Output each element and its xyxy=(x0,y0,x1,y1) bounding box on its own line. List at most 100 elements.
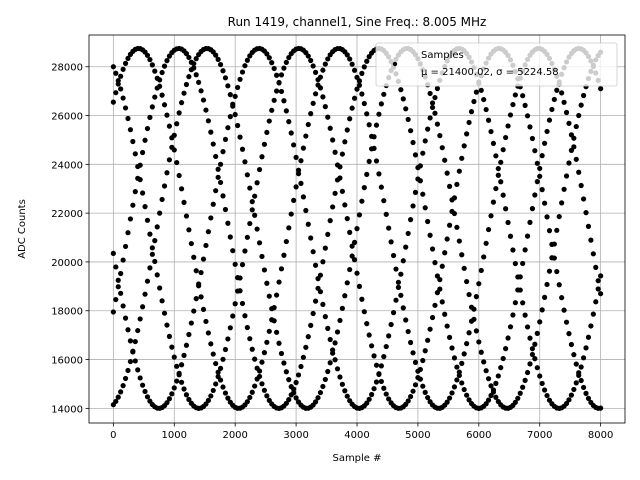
sample-point xyxy=(308,111,314,117)
sample-point xyxy=(471,316,477,322)
sample-point xyxy=(120,383,126,389)
sample-point xyxy=(420,150,426,156)
sample-point xyxy=(410,350,416,356)
sample-point xyxy=(220,193,226,199)
x-tick-label: 0 xyxy=(110,430,116,441)
sample-point xyxy=(576,112,582,119)
sample-point xyxy=(310,100,316,106)
sample-point xyxy=(383,211,389,217)
sample-point xyxy=(515,287,521,293)
sample-point xyxy=(539,187,545,193)
sample-point xyxy=(583,210,589,216)
sample-point xyxy=(347,266,353,273)
sample-point xyxy=(347,56,353,62)
sample-point xyxy=(220,356,226,362)
sample-point xyxy=(517,390,523,396)
sample-point xyxy=(193,268,199,274)
sample-point xyxy=(488,128,494,135)
sample-point xyxy=(213,52,219,58)
sample-point xyxy=(578,364,584,370)
sample-point xyxy=(442,250,448,256)
sample-point xyxy=(259,154,265,160)
sample-point xyxy=(264,51,270,57)
sample-point xyxy=(524,113,531,119)
sample-point xyxy=(308,322,314,328)
sample-point xyxy=(464,131,470,137)
sample-point xyxy=(446,183,453,189)
sample-point xyxy=(347,116,353,122)
sample-point xyxy=(298,180,304,186)
sample-point xyxy=(522,377,528,383)
sample-point xyxy=(166,157,172,163)
sample-point xyxy=(169,344,175,350)
sample-point xyxy=(249,207,255,213)
legend: Samples μ = 21400.02, σ = 5224.58 xyxy=(375,42,618,87)
sample-point xyxy=(174,159,180,166)
sample-point xyxy=(546,228,553,234)
sample-point xyxy=(149,62,155,68)
sample-point xyxy=(580,92,587,99)
sample-point xyxy=(566,160,572,166)
sample-point xyxy=(527,335,533,341)
sample-point xyxy=(369,391,375,398)
sample-point xyxy=(344,280,350,286)
sample-point xyxy=(312,298,319,304)
sample-point xyxy=(208,129,214,135)
sample-point xyxy=(147,114,153,120)
sample-point xyxy=(322,314,328,320)
sample-point xyxy=(595,278,601,284)
sample-point xyxy=(256,240,263,246)
sample-point xyxy=(549,106,555,113)
sample-point xyxy=(120,95,126,101)
sample-point xyxy=(422,348,428,354)
sample-point xyxy=(408,393,414,400)
sample-point xyxy=(527,219,533,225)
sample-point xyxy=(135,175,141,181)
sample-point xyxy=(390,252,397,259)
sample-point xyxy=(320,301,326,307)
sample-point xyxy=(252,383,258,389)
sample-point xyxy=(213,153,219,160)
sample-point xyxy=(537,165,543,172)
sample-point xyxy=(351,257,358,263)
sample-point xyxy=(442,311,448,317)
sample-point xyxy=(356,283,363,289)
sample-point xyxy=(203,318,209,325)
sample-point xyxy=(142,204,148,210)
sample-point xyxy=(113,264,119,270)
sample-point xyxy=(495,373,501,379)
sample-point xyxy=(247,336,253,342)
sample-point xyxy=(542,200,548,206)
sample-point xyxy=(113,70,119,76)
sample-point xyxy=(347,229,353,235)
sample-point xyxy=(261,267,268,273)
sample-point xyxy=(244,57,250,63)
sample-point xyxy=(585,223,592,229)
sample-point xyxy=(286,397,292,403)
sample-point xyxy=(276,279,282,285)
sample-point xyxy=(317,74,324,80)
sample-point xyxy=(400,96,406,102)
sample-point xyxy=(503,206,509,212)
sample-point xyxy=(274,88,280,94)
sample-point xyxy=(200,306,207,313)
sample-point xyxy=(244,172,250,178)
sample-point xyxy=(371,134,377,140)
sample-point xyxy=(166,123,172,129)
sample-point xyxy=(161,310,168,316)
sample-point xyxy=(510,101,516,108)
sample-point xyxy=(339,305,345,311)
sample-point xyxy=(142,137,148,143)
sample-point xyxy=(449,197,455,203)
sample-point xyxy=(378,184,384,190)
sample-point xyxy=(274,329,280,335)
sample-point xyxy=(427,326,433,332)
sample-point xyxy=(337,164,343,170)
sample-point xyxy=(164,400,170,406)
sample-point xyxy=(125,367,131,374)
sample-point xyxy=(176,172,182,179)
sample-point xyxy=(534,179,540,185)
sample-point xyxy=(127,338,134,344)
sample-point xyxy=(249,389,255,395)
sample-point xyxy=(293,379,299,386)
